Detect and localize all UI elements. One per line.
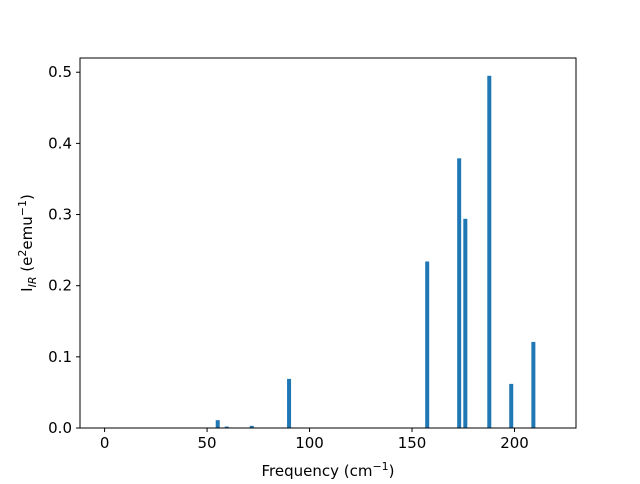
bar (463, 218, 468, 428)
bar (224, 426, 229, 428)
x-label-sup: −1 (372, 460, 388, 473)
x-tick-label: 100 (295, 434, 324, 452)
x-tick-label: 50 (198, 434, 217, 452)
x-label-text: Frequency (cm (261, 462, 372, 480)
bar (215, 420, 220, 428)
bar (249, 425, 254, 428)
bar (487, 75, 492, 429)
y-label-sub: IR (26, 276, 39, 287)
plot-frame (79, 57, 577, 429)
x-tick-label: 200 (500, 434, 529, 452)
y-label-sup: −1 (16, 200, 29, 216)
y-label-sup: 2 (16, 250, 29, 257)
bar (509, 383, 514, 428)
bar (425, 261, 430, 428)
x-axis-label: Frequency (cm−1) (261, 460, 394, 480)
bar (531, 341, 536, 428)
x-label-text: ) (389, 462, 395, 480)
y-label-text: ) (18, 194, 36, 200)
y-tick-label: 0.1 (48, 348, 72, 366)
y-tick-label: 0.3 (48, 206, 72, 224)
y-tick-label: 0.5 (48, 63, 72, 81)
x-tick-label: 0 (100, 434, 110, 452)
y-label-text: I (18, 287, 36, 291)
y-tick-label: 0.2 (48, 277, 72, 295)
bar (457, 158, 462, 429)
y-tick-label: 0.4 (48, 134, 72, 152)
y-label-text: (e (18, 257, 36, 277)
y-tick-label: 0.0 (48, 419, 72, 437)
y-label-text: emu (18, 216, 36, 249)
y-axis-label: IIR (e2emu−1) (16, 194, 39, 292)
x-tick-label: 150 (398, 434, 427, 452)
bar (287, 378, 292, 428)
